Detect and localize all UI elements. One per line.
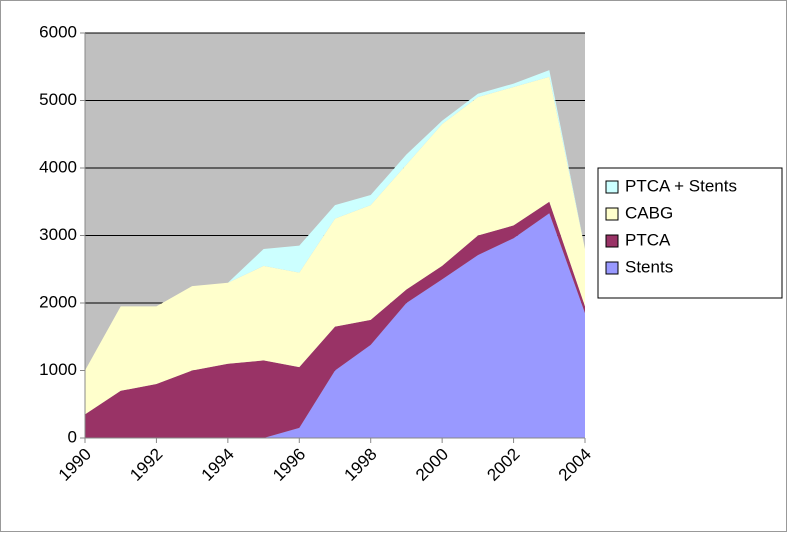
y-tick-label: 6000 xyxy=(39,22,77,41)
y-tick-label: 1000 xyxy=(39,360,77,379)
area xyxy=(85,201,585,438)
y-tick-label: 3000 xyxy=(39,225,77,244)
legend-swatch xyxy=(605,261,619,275)
legend: PTCA + Stents CABG PTCA Stents xyxy=(597,167,783,299)
area xyxy=(85,213,585,438)
y-tick-label: 5000 xyxy=(39,90,77,109)
legend-swatch xyxy=(605,180,619,194)
y-tick-label: 0 xyxy=(68,427,77,446)
legend-label: PTCA + Stents xyxy=(625,176,737,195)
legend-swatch xyxy=(605,234,619,248)
legend-box xyxy=(597,167,783,299)
area xyxy=(85,76,585,415)
legend-label: PTCA xyxy=(625,230,671,249)
legend-label: CABG xyxy=(625,203,673,222)
legend-swatch xyxy=(605,207,619,221)
y-tick-label: 2000 xyxy=(39,292,77,311)
legend-label: Stents xyxy=(625,257,673,276)
y-tick-label: 4000 xyxy=(39,157,77,176)
